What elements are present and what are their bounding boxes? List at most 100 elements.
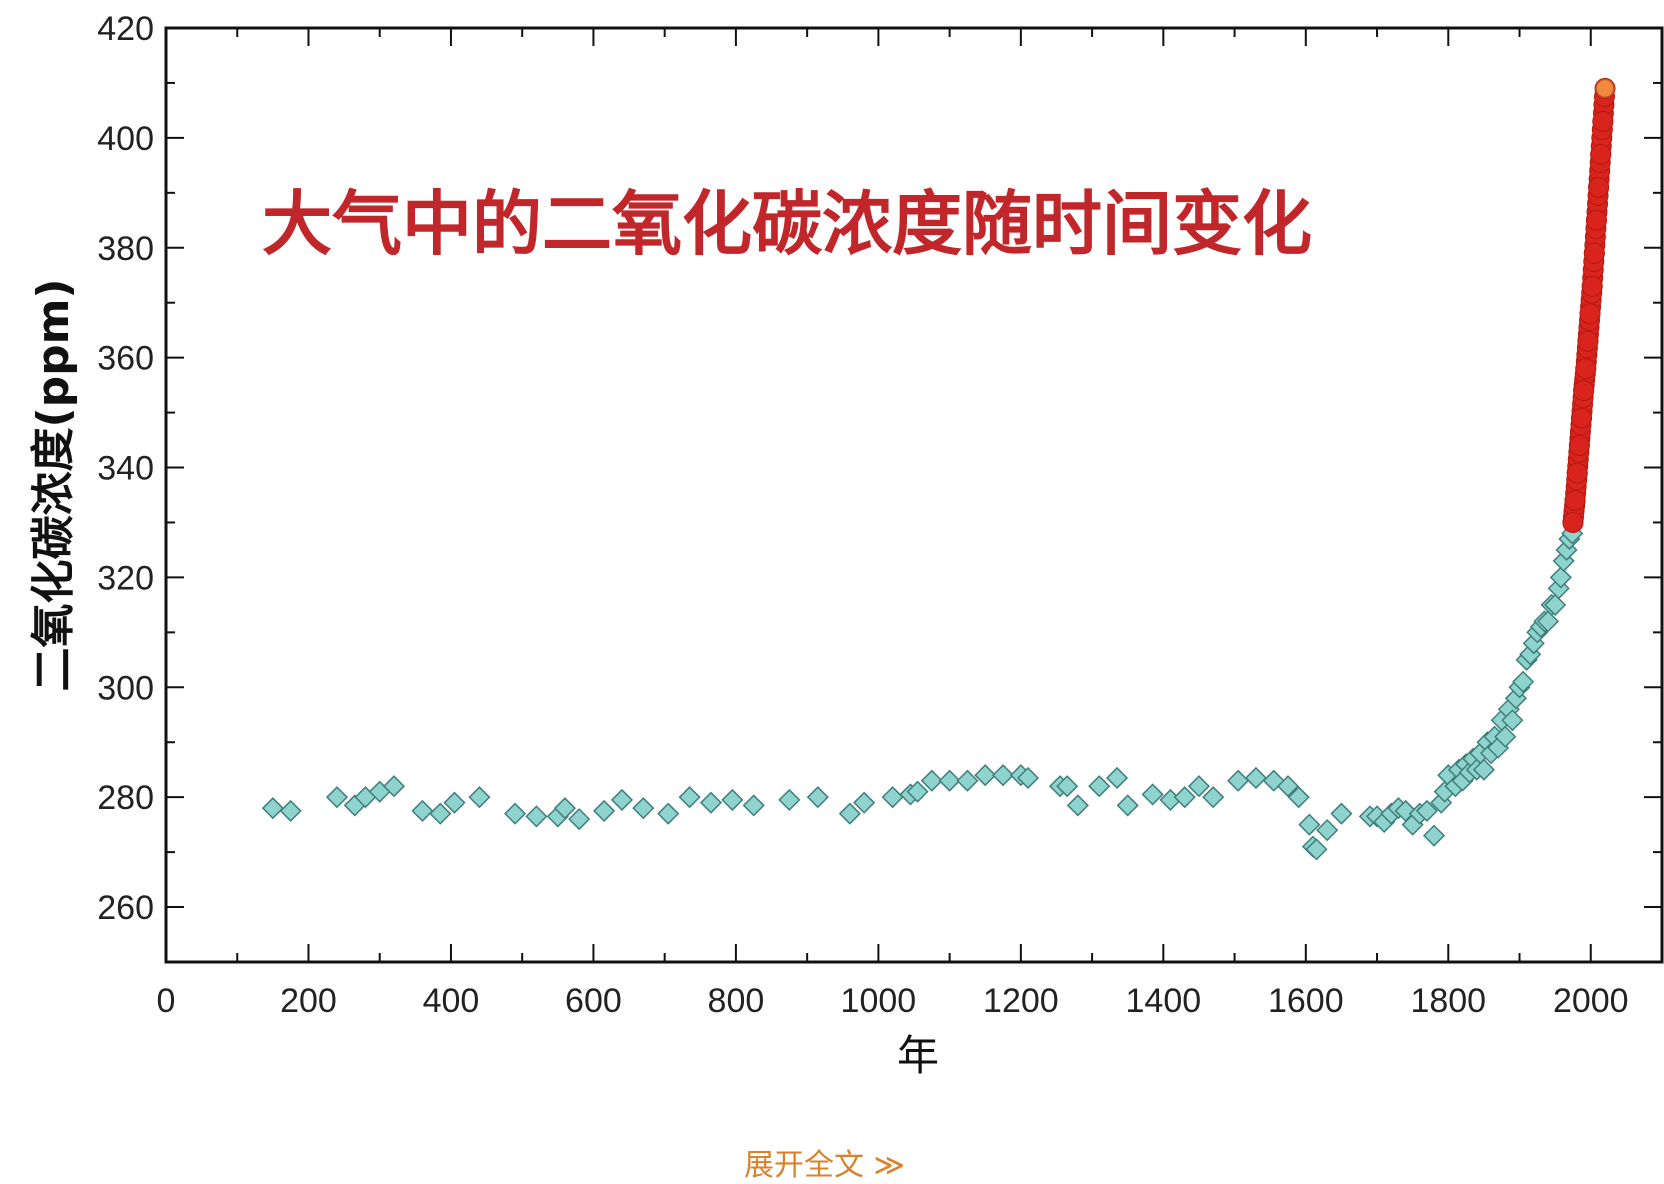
y-tick-label: 420 [97, 10, 154, 48]
ice-core-point [1536, 610, 1560, 633]
y-tick-label: 300 [97, 669, 154, 707]
ice-core-point [468, 786, 491, 809]
ice-core-point [443, 791, 466, 814]
ice-core-point [568, 808, 591, 831]
ice-core-point [1494, 725, 1517, 748]
ice-core-point [429, 802, 452, 825]
ice-core-point [261, 797, 284, 820]
instrumental-point [1592, 110, 1614, 132]
data-points [261, 77, 1616, 861]
instrumental-point [1562, 511, 1584, 533]
ice-core-point [553, 797, 576, 820]
x-tick-label: 600 [565, 982, 622, 1020]
ice-core-point [838, 802, 861, 825]
instrumental-point [1564, 489, 1586, 511]
ice-core-point [1202, 786, 1225, 809]
y-tick-label: 360 [97, 340, 154, 378]
ice-core-point [593, 799, 616, 822]
x-tick-label: 0 [157, 982, 176, 1020]
instrumental-point [1568, 435, 1590, 457]
ice-core-point [1305, 838, 1328, 861]
ice-core-point [325, 786, 349, 809]
y-axis-title: 二氧化碳浓度(ppm) [28, 278, 79, 691]
ice-core-point [1287, 786, 1310, 809]
ice-core-point [974, 764, 997, 787]
chart-annotation: 大气中的二氧化碳浓度随时间变化 [262, 183, 1312, 265]
ice-core-point [1244, 766, 1268, 790]
ice-core-point [1141, 783, 1164, 806]
instrumental-point [1585, 209, 1607, 231]
ice-core-point [853, 791, 876, 814]
ice-core-point [938, 769, 961, 792]
x-tick-label: 800 [708, 982, 765, 1020]
x-tick-label: 1000 [841, 982, 917, 1020]
instrumental-point [1573, 380, 1595, 402]
instrumental-point [1579, 303, 1601, 325]
ice-core-point [1512, 670, 1535, 693]
ice-core-point [1298, 813, 1321, 836]
ice-core-point [279, 799, 302, 822]
ice-core-point [1066, 794, 1089, 817]
ice-core-point [1187, 775, 1211, 798]
x-tick-label: 1400 [1126, 982, 1202, 1020]
ice-core-point [1330, 802, 1353, 825]
ice-core-point [525, 805, 548, 828]
y-tick-label: 380 [97, 230, 154, 268]
ice-core-point [1472, 758, 1495, 781]
ice-core-point [1544, 593, 1567, 616]
ice-core-point [1227, 769, 1250, 792]
ice-core-point [1316, 819, 1339, 842]
y-tick-label: 400 [97, 120, 154, 158]
ice-core-point [906, 780, 929, 803]
x-tick-label: 200 [280, 982, 337, 1020]
ice-core-point [920, 769, 943, 792]
ice-core-point [1415, 799, 1438, 822]
ice-core-point [778, 788, 801, 811]
ice-core-point [504, 802, 527, 825]
instrumental-point [1575, 358, 1597, 380]
ice-core-point [1549, 566, 1572, 589]
x-tick-label: 2000 [1553, 982, 1629, 1020]
ice-core-point [721, 788, 744, 811]
ice-core-point [632, 797, 655, 820]
ice-core-point [610, 788, 633, 811]
x-tick-label: 1800 [1410, 982, 1486, 1020]
plot-frame [164, 26, 1664, 964]
ice-core-point [1276, 775, 1300, 798]
instrumental-point [1577, 330, 1599, 352]
ice-core-point [699, 791, 723, 814]
y-tick-labels: 260 280 300 320 340 360 380 400 420 [97, 10, 154, 927]
instrumental-point [1590, 143, 1612, 165]
ice-core-point [1116, 794, 1139, 817]
x-tick-label: 400 [423, 982, 480, 1020]
ice-core-point [881, 786, 904, 809]
y-tick-label: 320 [97, 559, 154, 597]
ice-core-point [1422, 824, 1446, 847]
ice-core-point [1056, 775, 1079, 798]
latest-point [1595, 78, 1615, 99]
co2-chart: 0 200 400 600 800 1000 1200 1400 1600 1800 2000 26… [28, 10, 1664, 1080]
x-tick-labels: 0 200 400 600 800 1000 1200 1400 1600 1800 2000 [157, 982, 1629, 1020]
ice-core-point [1105, 766, 1129, 790]
ice-core-point [1173, 786, 1196, 809]
expand-full-text-link[interactable]: 展开全文 ≫ [744, 1148, 905, 1183]
ice-core-point [1016, 766, 1040, 790]
ice-core-point [1501, 709, 1524, 732]
instrumental-point [1581, 275, 1603, 297]
x-axis-title: 年 [897, 1031, 939, 1080]
ice-core-point [806, 786, 829, 809]
axis-ticks [165, 27, 1662, 963]
y-tick-label: 280 [97, 779, 154, 817]
ice-core-point [382, 775, 406, 798]
ice-core-point [991, 764, 1015, 787]
ice-core-point [678, 786, 701, 809]
y-tick-label: 340 [97, 450, 154, 488]
x-tick-label: 1200 [983, 982, 1059, 1020]
ice-core-point [1088, 775, 1111, 798]
instrumental-point [1566, 462, 1588, 484]
ice-core-point [956, 769, 979, 792]
instrumental-point [1571, 407, 1593, 429]
x-tick-label: 1600 [1268, 982, 1344, 1020]
instrumental-point [1588, 176, 1610, 198]
ice-core-point [411, 799, 434, 822]
